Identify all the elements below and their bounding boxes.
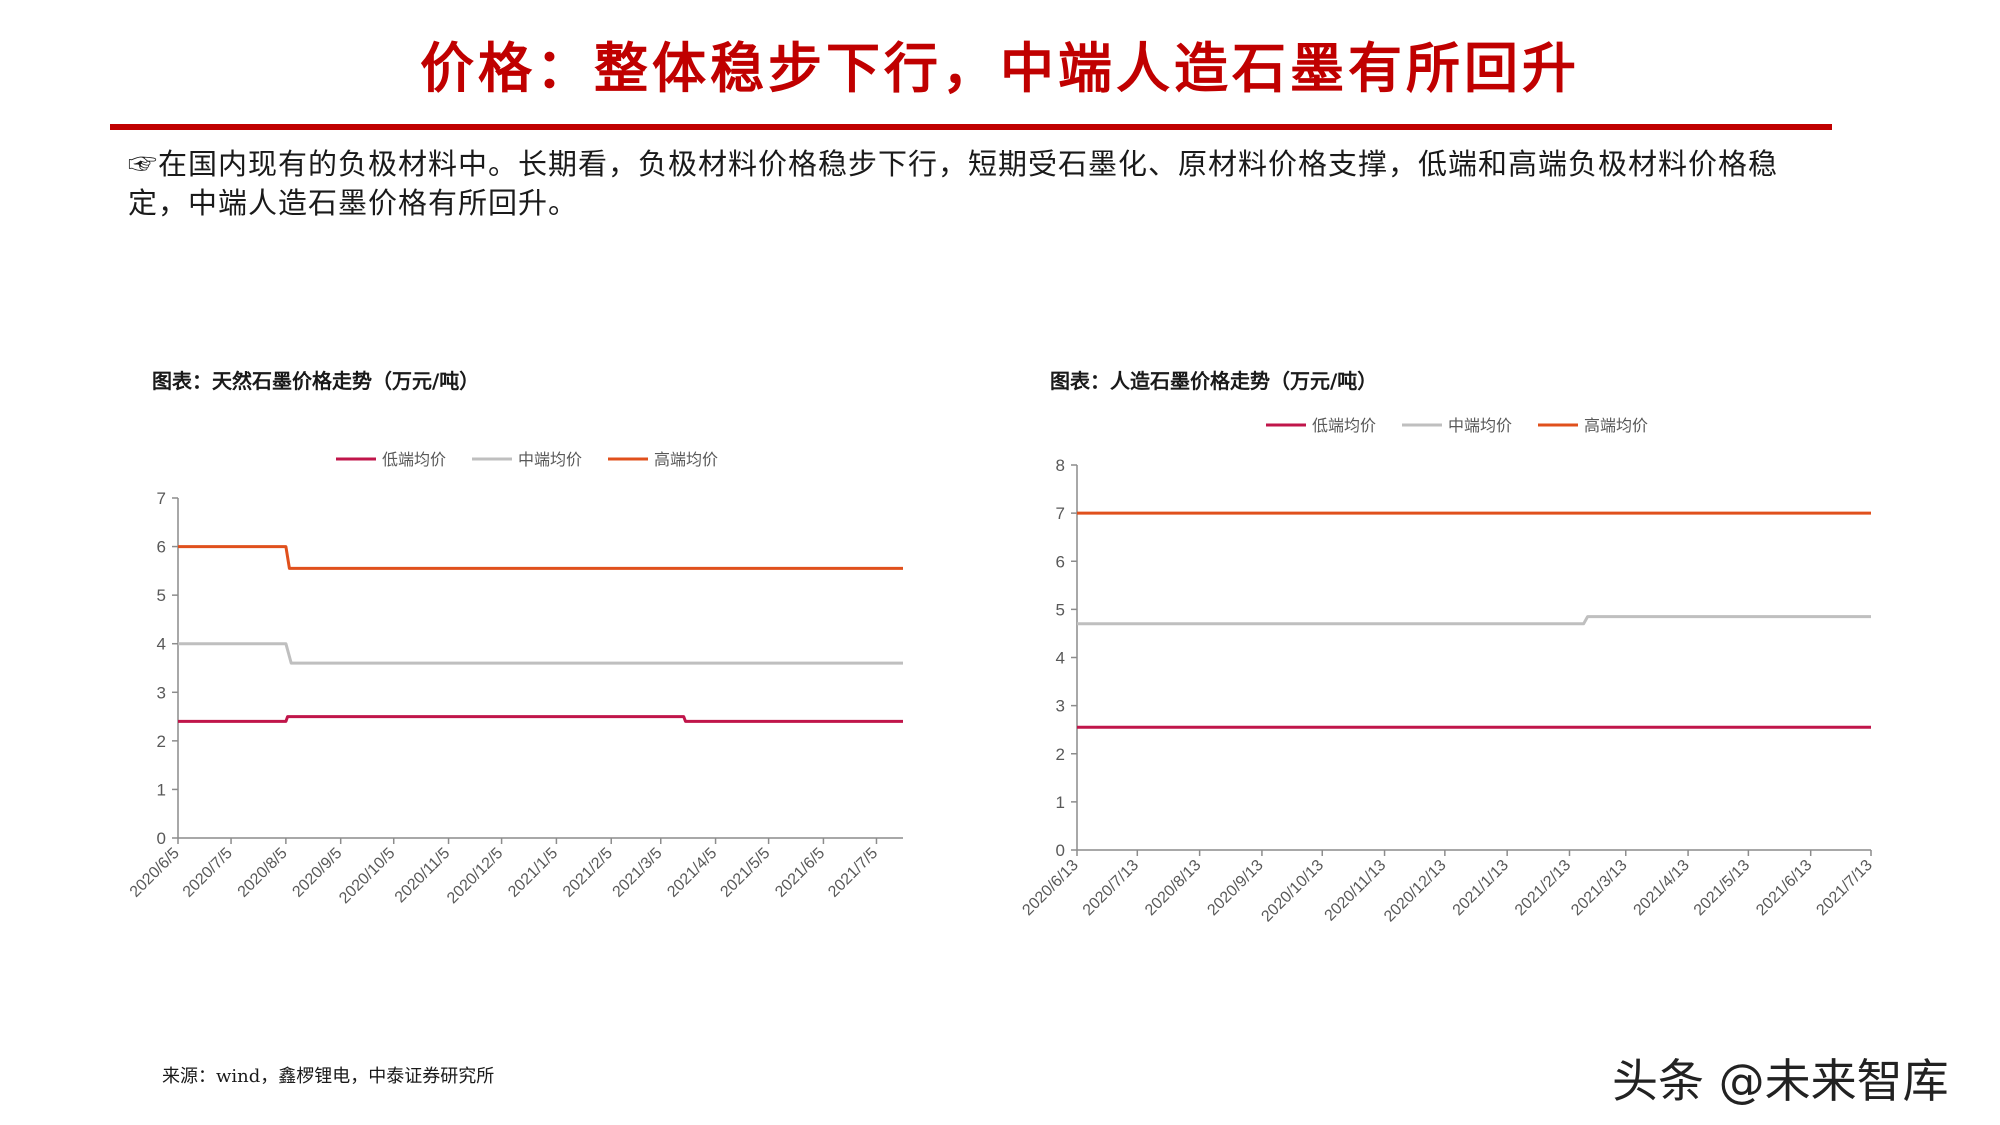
legend-label: 高端均价 [654,450,718,469]
legend-label: 低端均价 [382,450,446,469]
x-tick-label: 2020/10/13 [1258,857,1327,926]
y-tick-label: 3 [1056,697,1065,716]
x-tick-label: 2020/11/13 [1322,857,1390,925]
y-tick-label: 1 [157,780,166,799]
chart-title-artificial-graphite: 图表：人造石墨价格走势（万元/吨） [1050,369,1378,393]
legend-label: 中端均价 [518,450,582,469]
x-tick-label: 2021/3/13 [1568,857,1630,919]
series-line-low [178,715,903,723]
x-tick-label: 2021/1/13 [1450,857,1512,919]
series-line-high [178,545,903,570]
x-tick-label: 2021/4/13 [1631,857,1693,919]
x-tick-label: 2021/6/13 [1753,857,1815,919]
y-tick-label: 8 [1056,456,1065,475]
x-tick-label: 2020/12/13 [1381,857,1450,926]
x-tick-label: 2020/8/13 [1142,857,1204,919]
intro-paragraph: ☞在国内现有的负极材料中。长期看，负极材料价格稳步下行，短期受石墨化、原材料价格… [128,147,1779,220]
slide-title: 价格：整体稳步下行，中端人造石墨有所回升 [420,36,1580,100]
y-tick-label: 4 [1056,649,1065,668]
y-tick-label: 7 [1056,504,1065,523]
y-tick-label: 2 [157,732,166,751]
series-line-mid [178,642,903,665]
y-tick-label: 7 [157,489,166,508]
x-tick-label: 2020/9/13 [1204,857,1266,919]
y-tick-label: 4 [157,635,166,654]
x-tick-label: 2020/7/13 [1080,857,1142,919]
y-tick-label: 0 [1056,841,1065,860]
x-tick-label: 2021/2/13 [1512,857,1574,919]
legend-label: 低端均价 [1312,416,1376,435]
x-tick-label: 2021/7/13 [1813,857,1875,919]
y-tick-label: 6 [157,538,166,557]
legend-label: 中端均价 [1448,416,1512,435]
x-tick-label: 2020/6/13 [1019,857,1081,919]
x-tick-label: 2021/5/13 [1691,857,1753,919]
source-note: 来源：wind，鑫椤锂电，中泰证券研究所 [162,1066,495,1087]
y-tick-label: 1 [1056,793,1065,812]
y-tick-label: 5 [157,586,166,605]
legend-label: 高端均价 [1584,416,1648,435]
series-line-mid [1077,615,1871,626]
title-divider [110,124,1832,130]
y-tick-label: 5 [1056,600,1065,619]
y-tick-label: 0 [157,829,166,848]
y-tick-label: 2 [1056,745,1065,764]
watermark: 头条 @未来智库 [1612,1054,1949,1108]
y-tick-label: 6 [1056,552,1065,571]
y-tick-label: 3 [157,683,166,702]
chart-title-natural-graphite: 图表：天然石墨价格走势（万元/吨） [152,369,480,393]
